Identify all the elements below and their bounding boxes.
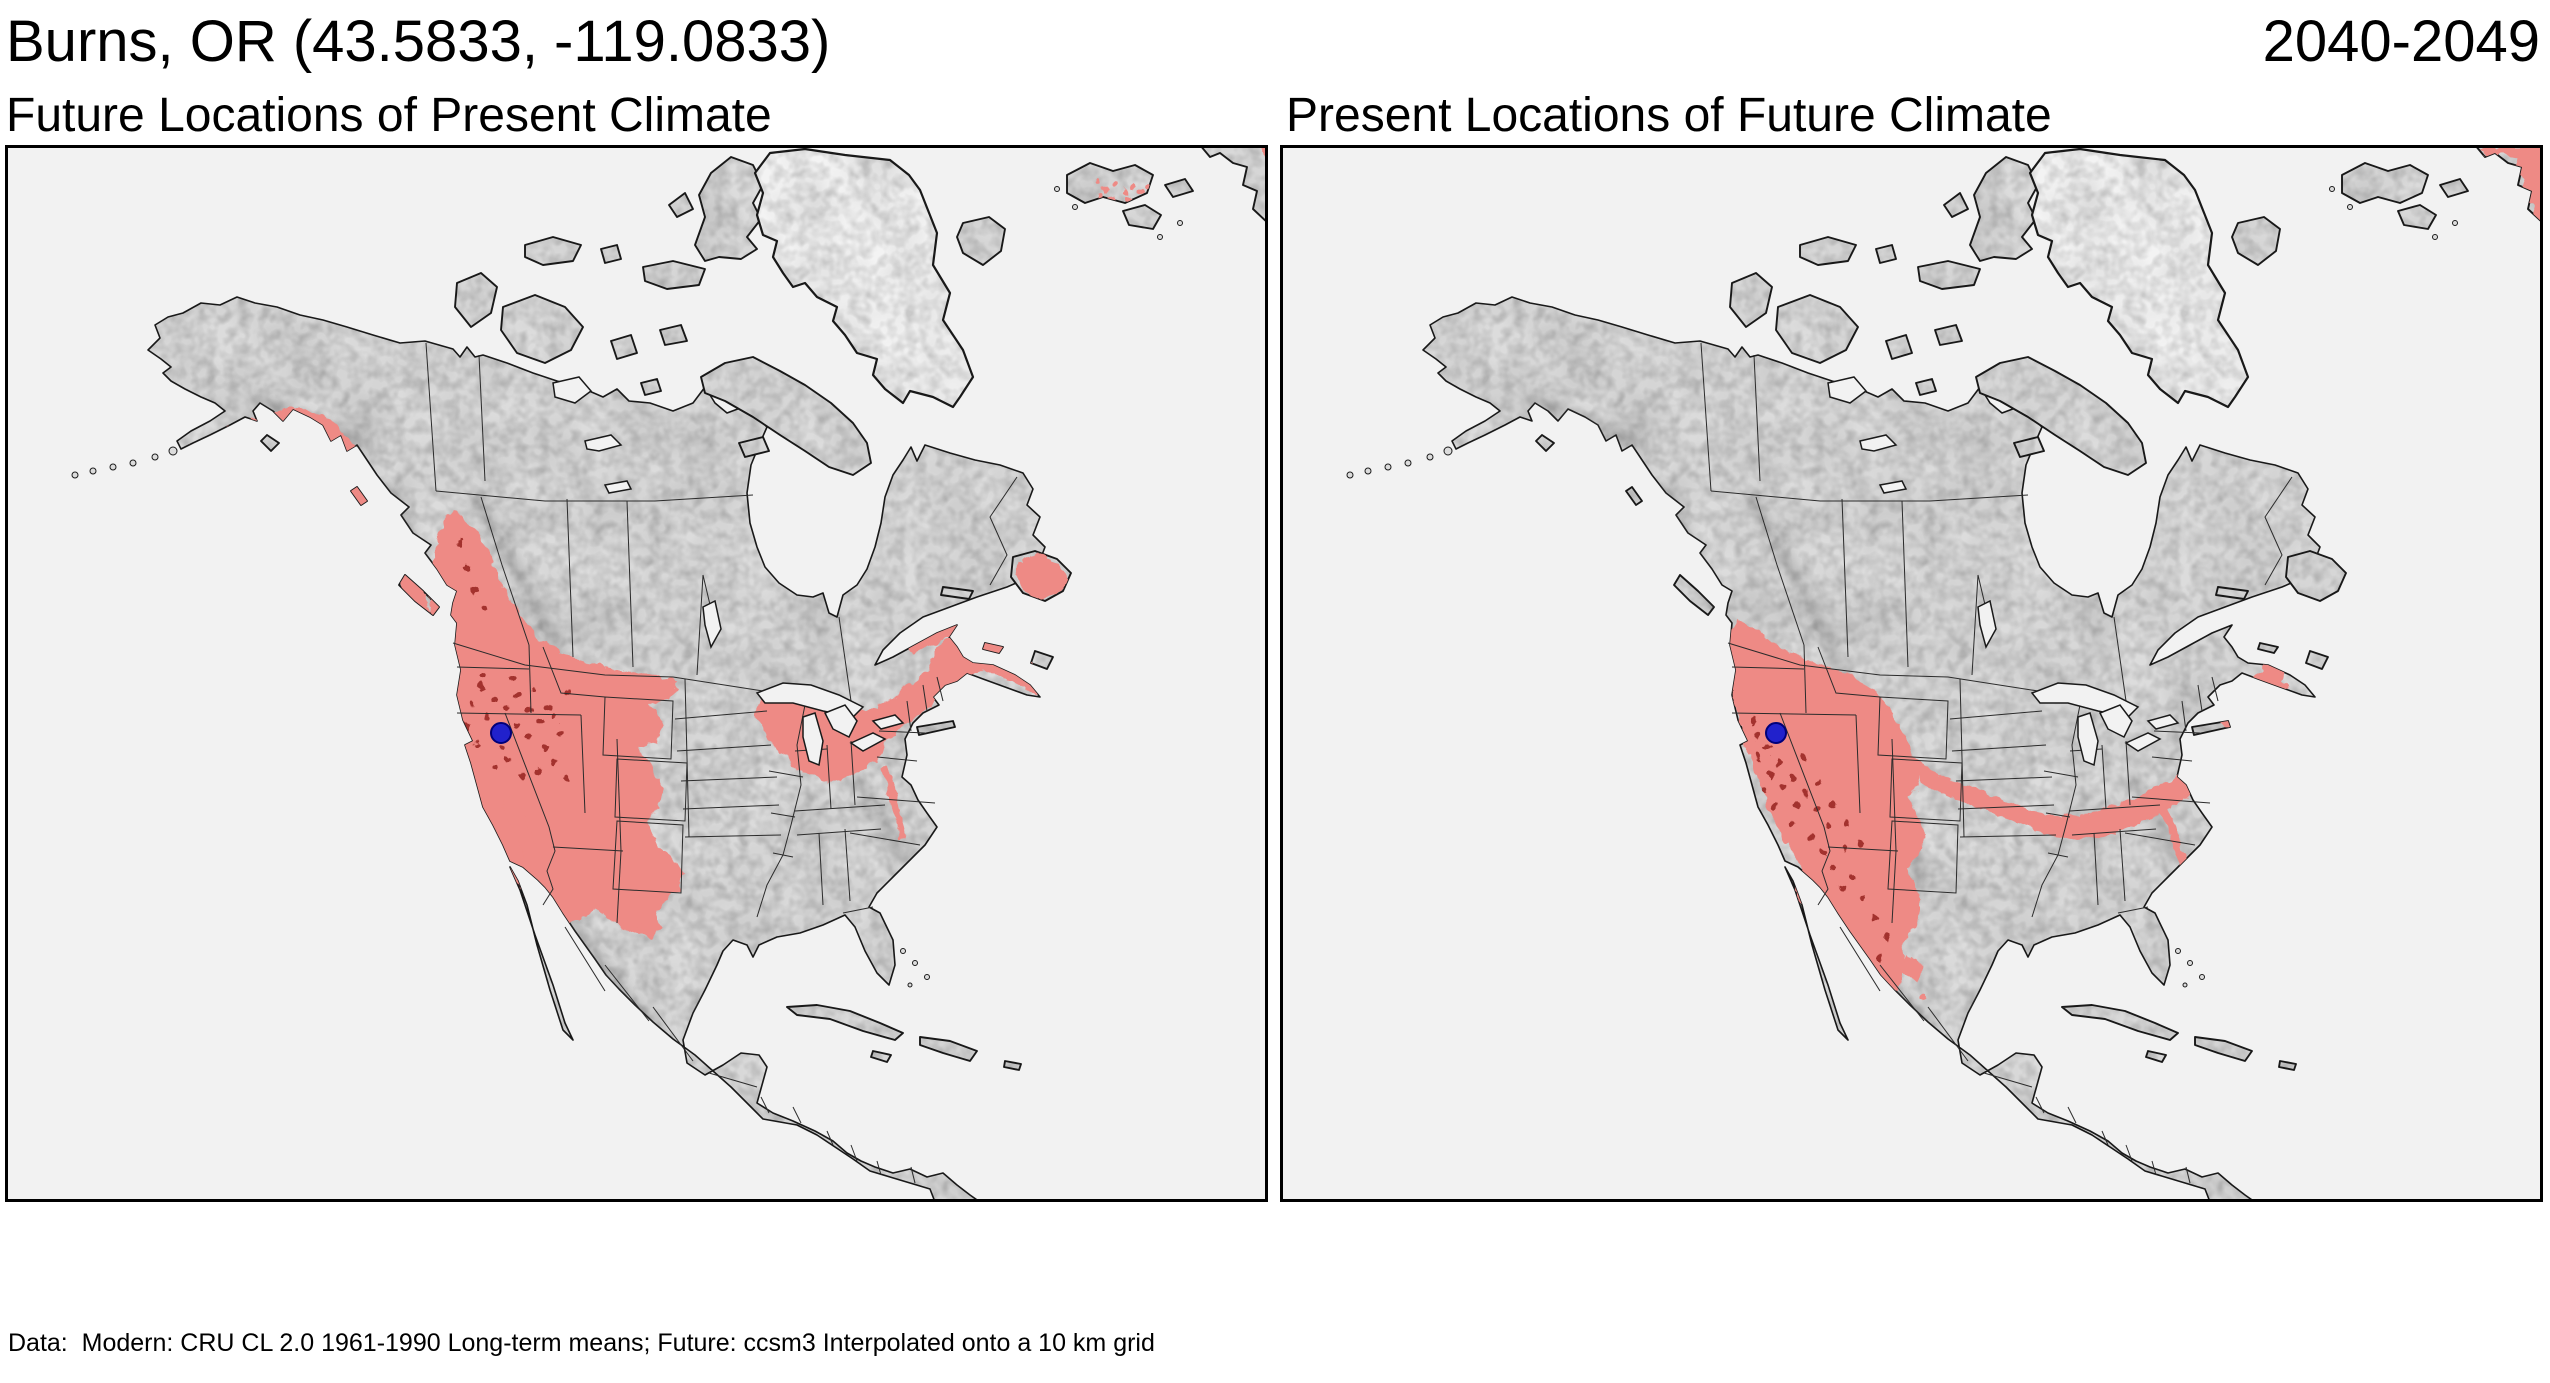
page-title: Burns, OR (43.5833, -119.0833) [6,9,831,74]
location-marker [490,722,512,744]
left-map-subtitle: Future Locations of Present Climate [6,89,772,142]
state-borders [425,342,1018,1184]
map-future-locations [5,145,1268,1202]
map-frame [1280,145,2543,1202]
basemap-north-america [5,145,1268,1202]
location-marker [1765,722,1787,744]
period-label: 2040-2049 [2262,9,2540,74]
map-frame [5,145,1268,1202]
caption-data: Data: Modern: CRU CL 2.0 1961-1990 Long-… [8,1329,1155,1357]
map-present-locations [1280,145,2543,1202]
state-borders [1700,342,2293,1184]
right-map-subtitle: Present Locations of Future Climate [1286,89,2052,142]
basemap-north-america [1280,145,2543,1202]
lakes [552,376,905,767]
lakes [1827,376,2180,767]
caption-block: Data: Modern: CRU CL 2.0 1961-1990 Long-… [8,1226,1809,1383]
